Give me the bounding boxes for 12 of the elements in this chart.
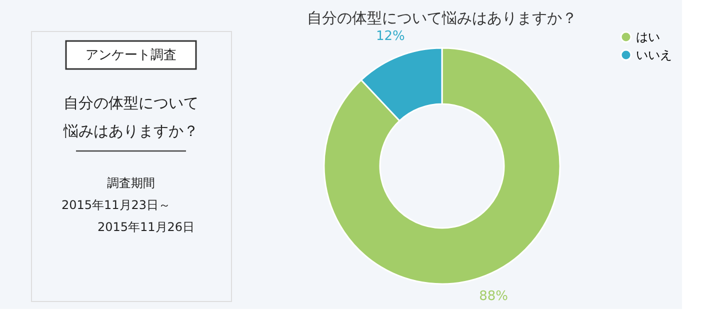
text: アンケート調査 [86,48,176,63]
legend-label: はい [636,30,660,44]
text: 調査期間 [107,176,155,190]
text: 2015年11月23日～ [61,198,171,212]
text: 悩みはありますか？ [62,122,198,140]
legend-label: いいえ [636,48,672,62]
chart-title: 自分の体型について悩みはありますか？ [307,8,577,27]
text: 自分の体型について [64,94,198,112]
donut-slice [323,47,561,285]
data-label: 88% [479,289,508,304]
text: 2015年11月26日 [97,220,195,234]
data-label: 12% [376,28,405,44]
